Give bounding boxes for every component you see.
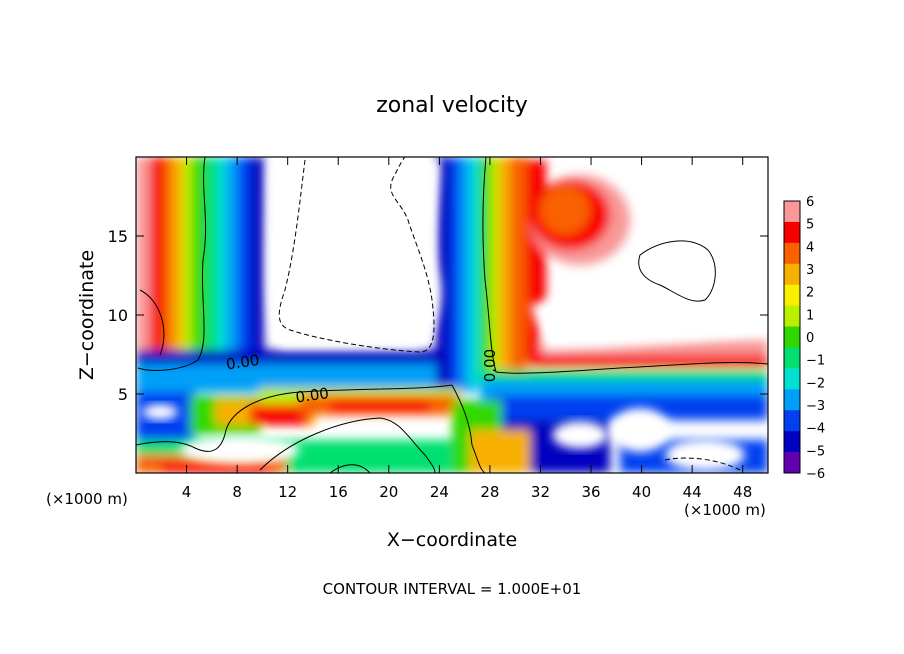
colorbar-tick-label: −3 [806,399,825,414]
x-tick-label: 16 [329,483,348,501]
colorbar-swatch [784,201,800,223]
contour-interval-note: CONTOUR INTERVAL = 1.000E+01 [323,580,582,598]
x-tick-label: 32 [531,483,550,501]
x-tick-label: 48 [733,483,752,501]
colorbar-tick-label: −5 [806,444,825,459]
x-axis-ticks: 4 8 12 16 20 24 28 32 36 40 44 48 [182,157,752,501]
colorbar-swatch [784,305,800,328]
colorbar-swatch [784,410,800,432]
colorbar-tick-label: 0 [806,331,814,346]
colorbar-frame [783,200,801,474]
colorbar: 6 5 4 3 2 1 0 −1 −2 −3 −4 −5 −6 [783,195,825,482]
contour-label: 0.00 [294,384,330,406]
x-tick-label: 36 [581,483,600,501]
colorbar-swatch [784,452,800,474]
y-axis-label: Z−coordinate [76,250,98,380]
colorbar-swatch [784,242,800,265]
colorbar-tick-label: 5 [806,218,814,233]
colorbar-swatch [784,389,800,411]
colorbar-tick-label: 1 [806,308,814,323]
contour-label: 0.00 [225,351,261,373]
x-tick-label: 8 [232,483,242,501]
x-tick-label: 44 [683,483,702,501]
colorbar-swatch [784,347,800,369]
x-tick-label: 12 [278,483,297,501]
contour-labels: 0.00 0.00 0.00 [225,349,499,407]
y-tick-label: 5 [118,385,128,404]
colorbar-swatch [784,431,800,453]
x-tick-label: 28 [480,483,499,501]
chart-title: zonal velocity [376,93,528,118]
x-unit-left: (×1000 m) [46,490,128,508]
colorbar-tick-label: 2 [806,286,814,301]
colorbar-swatch [784,263,800,286]
x-tick-label: 20 [379,483,398,501]
y-tick-label: 15 [108,227,128,246]
colorbar-tick-label: 3 [806,263,814,278]
colorbar-tick-label: 6 [806,195,814,210]
velocity-field: 0.00 0.00 0.00 [136,157,768,473]
colorbar-tick-label: −1 [806,354,825,369]
colorbar-swatch [784,368,800,390]
x-tick-label: 24 [430,483,449,501]
y-tick-label: 10 [108,306,128,325]
y-axis-ticks: 5 10 15 [108,227,768,404]
x-unit-right: (×1000 m) [684,501,766,519]
contour-lines [136,157,768,473]
x-axis-label: X−coordinate [387,529,517,551]
colorbar-tick-label: −4 [806,422,825,437]
colorbar-tick-label: 4 [806,240,814,255]
colorbar-tick-label: −6 [806,467,825,482]
x-tick-label: 4 [182,483,192,501]
colorbar-swatch [784,326,800,348]
x-tick-label: 40 [632,483,651,501]
contour-label: 0.00 [481,349,499,382]
colorbar-tick-label: −2 [806,376,825,391]
colorbar-swatch [784,221,800,244]
colorbar-swatch [784,284,800,307]
